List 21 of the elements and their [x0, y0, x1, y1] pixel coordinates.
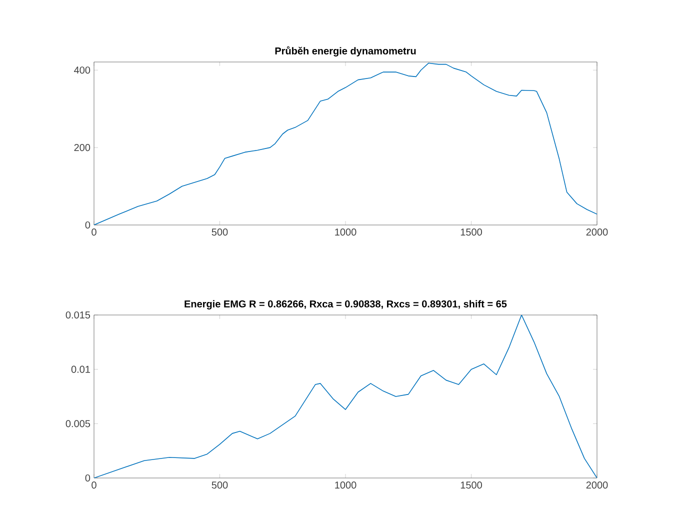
y-tick-label: 0	[85, 221, 90, 229]
y-tick-label: 200	[74, 144, 90, 152]
y-tick-label: 0.015	[66, 311, 90, 319]
chart-title: Energie EMG R = 0.86266, Rxca = 0.90838, Rxcs = 0.89301, shift = 65	[184, 300, 507, 310]
x-tick-label: 1000	[335, 482, 356, 489]
x-tick-label: 1500	[460, 482, 482, 489]
x-tick-label: 2000	[586, 228, 608, 236]
x-tick-label: 500	[212, 482, 228, 489]
y-tick-label: 0.005	[66, 420, 90, 428]
x-tick-label: 500	[212, 228, 228, 236]
x-tick-label: 1500	[460, 228, 482, 236]
line-series	[94, 62, 597, 225]
y-tick-label: 0	[85, 474, 90, 482]
y-tick-label: 0.01	[71, 366, 90, 373]
chart-title: Průběh energie dynamometru	[275, 46, 416, 56]
y-tick-label: 400	[74, 66, 90, 74]
x-tick-label: 1000	[335, 228, 356, 236]
x-tick-label: 0	[92, 482, 96, 489]
x-tick-label: 2000	[586, 482, 608, 489]
line-series	[94, 314, 597, 478]
x-tick-label: 0	[92, 228, 96, 236]
